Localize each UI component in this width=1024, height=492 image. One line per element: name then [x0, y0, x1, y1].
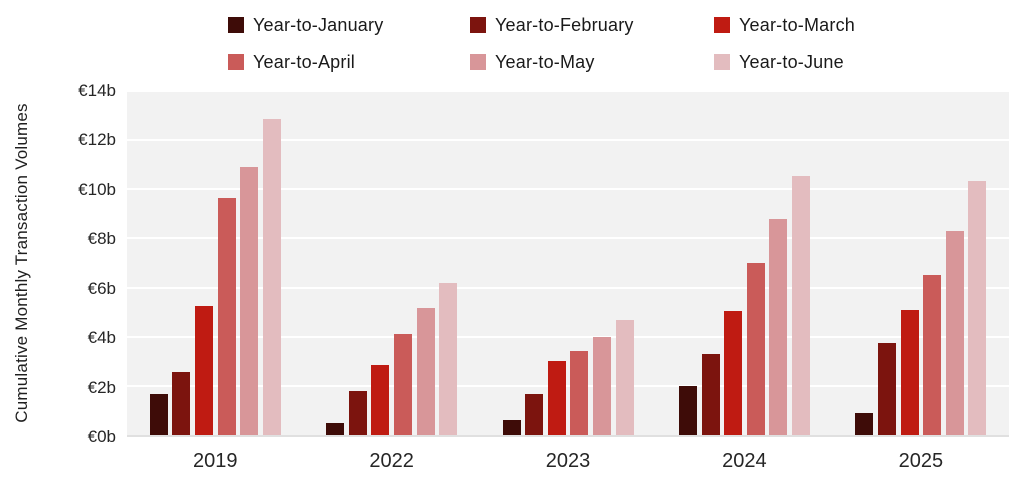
gridline [127, 188, 1009, 191]
legend-item-year-to-june: Year-to-June [714, 50, 844, 74]
x-axis-label-2023: 2023 [545, 450, 591, 472]
x-axis-label-2024: 2024 [722, 450, 767, 472]
bar-year-to-may-2024 [769, 218, 788, 435]
bar-group-2023 [480, 91, 656, 435]
y-axis-ticks: €0b €2b €4b €6b €8b €10b €12b €14b [0, 81, 116, 446]
bar-year-to-february-2023 [525, 394, 544, 435]
bar-year-to-may-2019 [240, 167, 259, 435]
x-axis-label-2019: 2019 [192, 450, 238, 472]
y-tick-label: €12b [78, 130, 116, 150]
legend-swatch-year-to-may [470, 54, 486, 70]
legend-label: Year-to-April [253, 51, 355, 72]
legend-item-year-to-january: Year-to-January [228, 13, 383, 37]
legend-swatch-year-to-june [714, 54, 730, 70]
legend-item-year-to-may: Year-to-May [470, 50, 595, 74]
bar-year-to-june-2025 [968, 180, 987, 435]
bar-year-to-january-2022 [326, 422, 345, 435]
y-tick-label: €4b [87, 328, 116, 348]
bar-year-to-march-2022 [371, 364, 390, 435]
bar-year-to-april-2019 [217, 197, 236, 435]
bar-year-to-june-2023 [615, 319, 634, 435]
y-tick-label: €14b [78, 81, 116, 100]
bar-year-to-february-2025 [877, 342, 896, 435]
legend-swatch-year-to-march [714, 17, 730, 33]
gridline [127, 384, 1009, 387]
gridline [127, 90, 1009, 92]
x-axis-label-2025: 2025 [898, 450, 944, 472]
bar-year-to-may-2022 [416, 308, 435, 435]
bar-year-to-april-2022 [393, 334, 412, 435]
y-tick-label: €8b [87, 229, 116, 249]
bar-group-2019 [127, 91, 303, 435]
bar-year-to-may-2025 [945, 231, 964, 435]
y-tick-label: €10b [78, 179, 116, 199]
gridline [127, 139, 1009, 142]
bar-year-to-february-2022 [348, 390, 367, 435]
legend-label: Year-to-January [253, 14, 384, 35]
gridline [127, 286, 1009, 289]
legend-swatch-year-to-january [228, 17, 244, 33]
bar-group-2022 [303, 91, 479, 435]
bar-year-to-april-2023 [570, 351, 589, 435]
bar-year-to-june-2019 [262, 119, 281, 435]
bar-year-to-june-2022 [439, 282, 458, 435]
legend-item-year-to-april: Year-to-April [228, 50, 355, 74]
y-tick-label: €6b [87, 278, 116, 298]
bar-year-to-march-2023 [547, 361, 566, 435]
plot-area [127, 90, 1009, 437]
y-tick-label: €0b [87, 427, 116, 446]
legend-item-year-to-february: Year-to-February [470, 13, 634, 37]
y-tick-label: €2b [87, 377, 116, 397]
x-axis-label-2022: 2022 [369, 450, 414, 472]
bar-group-2025 [833, 91, 1009, 435]
bar-year-to-february-2019 [172, 372, 191, 435]
legend-label: Year-to-March [739, 14, 855, 35]
x-axis-labels: 2019 2022 2023 2024 2025 [127, 450, 1009, 473]
bar-group-2024 [656, 91, 832, 435]
legend-swatch-year-to-april [228, 54, 244, 70]
legend-item-year-to-march: Year-to-March [714, 13, 855, 37]
bar-year-to-february-2024 [701, 353, 720, 435]
bar-year-to-march-2019 [194, 306, 213, 435]
bar-year-to-january-2025 [855, 412, 874, 435]
bar-year-to-april-2025 [923, 275, 942, 435]
gridline [127, 335, 1009, 338]
bar-year-to-january-2023 [502, 420, 521, 435]
bar-year-to-january-2019 [149, 394, 168, 435]
legend-swatch-year-to-february [470, 17, 486, 33]
legend-label: Year-to-May [495, 51, 595, 72]
bar-year-to-april-2024 [746, 263, 765, 435]
legend-label: Year-to-February [495, 14, 634, 35]
bar-year-to-june-2024 [791, 175, 810, 435]
bar-year-to-january-2024 [678, 385, 697, 435]
bar-groups [127, 91, 1009, 435]
bar-year-to-may-2023 [592, 336, 611, 435]
bar-year-to-march-2024 [724, 310, 743, 435]
legend-label: Year-to-June [739, 51, 844, 72]
gridline [127, 237, 1009, 240]
bar-year-to-march-2025 [900, 309, 919, 435]
legend: Year-to-January Year-to-February Year-to-M… [0, 0, 1024, 78]
